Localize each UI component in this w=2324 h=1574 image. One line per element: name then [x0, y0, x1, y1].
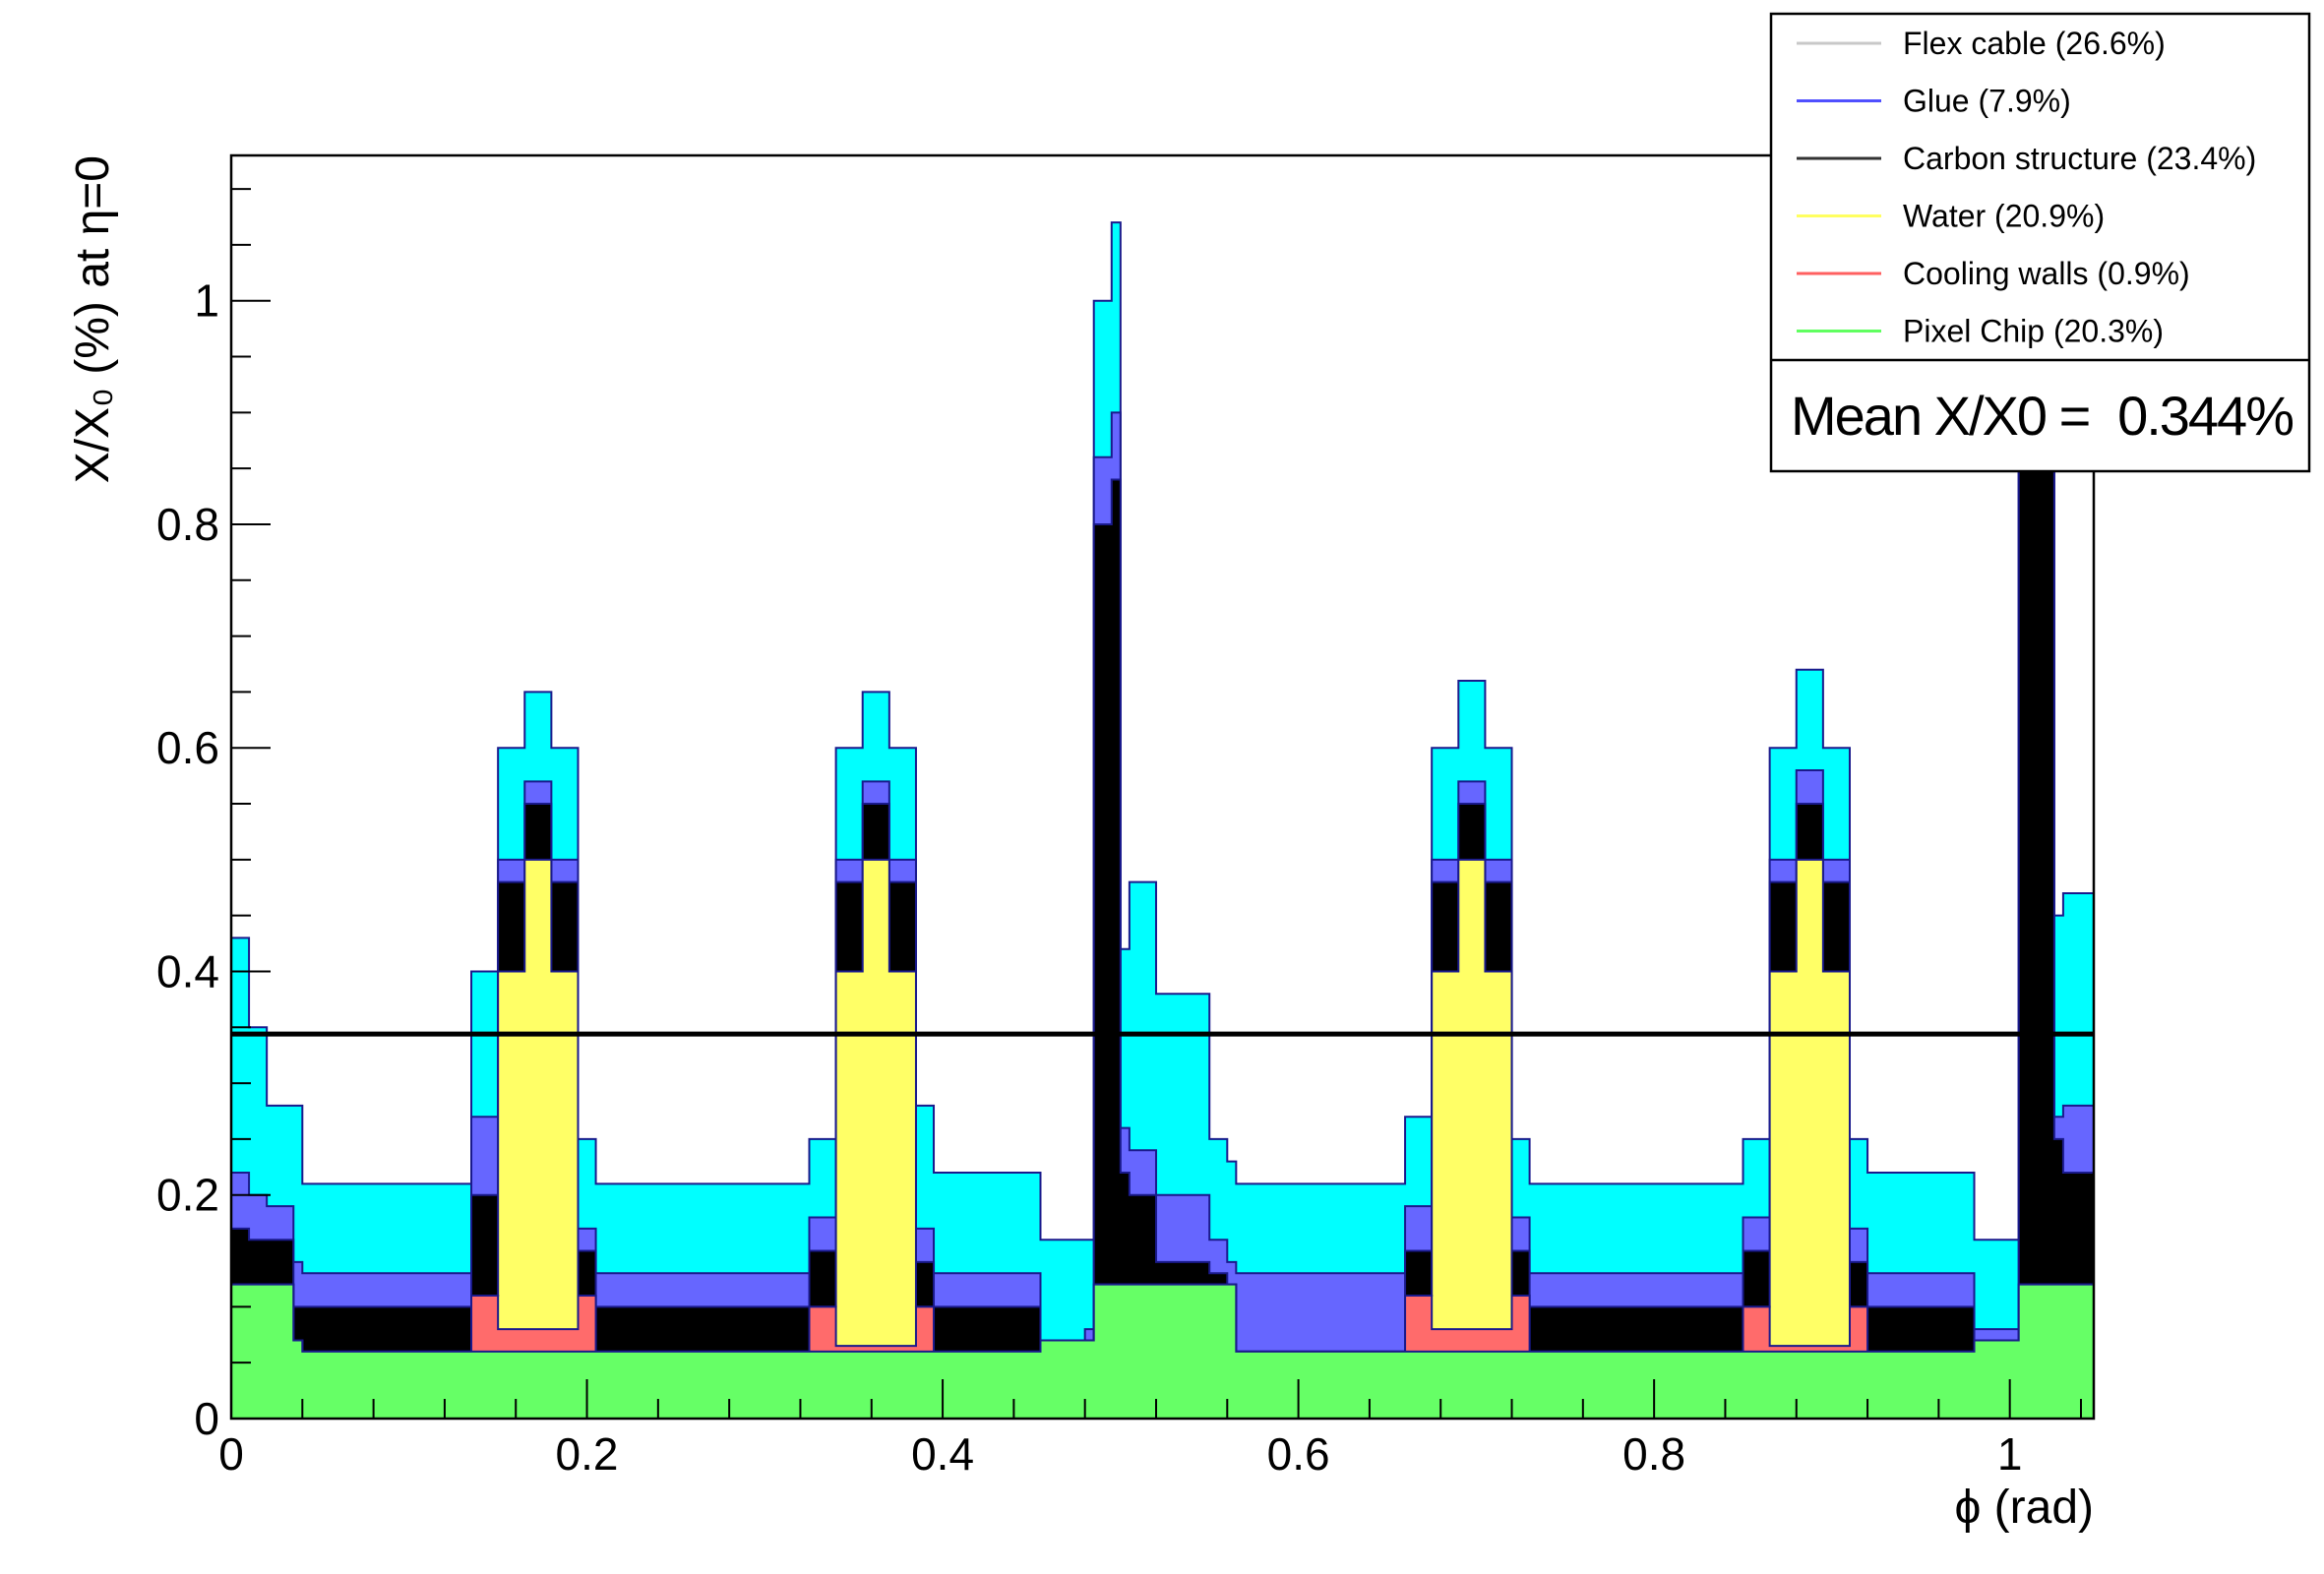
y-tick-label: 1: [194, 275, 219, 327]
legend-box: [1769, 12, 2311, 473]
legend-entry-label: Glue (7.9%): [1903, 84, 2071, 119]
y-tick-label: 0.4: [156, 945, 219, 997]
x-tick-label: 1: [1997, 1428, 2023, 1480]
x-tick-label: 0.4: [911, 1428, 974, 1480]
x-tick-label: 0: [218, 1428, 244, 1480]
y-axis-label: X/X₀ (%) at η=0: [67, 155, 119, 483]
y-axis: 0 0.2 0.4 0.6 0.8 1: [156, 188, 271, 1444]
x-tick-label: 0.2: [556, 1428, 619, 1480]
legend: Flex cable (26.6%) Glue (7.9%) Carbon stru…: [1769, 12, 2311, 473]
x-tick-label: 0.6: [1267, 1428, 1330, 1480]
y-tick-label: 0: [194, 1393, 219, 1444]
legend-entry-label: Cooling walls (0.9%): [1903, 256, 2190, 291]
x-axis: 0 0.2 0.4 0.6 0.8 1: [218, 1379, 2082, 1480]
legend-entry-label: Pixel Chip (20.3%): [1903, 314, 2164, 349]
y-tick-label: 0.2: [156, 1170, 219, 1221]
mean-label: Mean X/X0 =: [1791, 385, 2089, 447]
y-tick-label: 0.8: [156, 499, 219, 550]
legend-entry-label: Flex cable (26.6%): [1903, 26, 2166, 61]
y-tick-label: 0.6: [156, 722, 219, 773]
x-axis-label: ϕ (rad): [1954, 1482, 2094, 1534]
x-tick-label: 0.8: [1622, 1428, 1685, 1480]
pixel-chip-area: [230, 1283, 2095, 1420]
stacked-area-layers: [230, 221, 2095, 1420]
mean-value: 0.344%: [2117, 385, 2293, 447]
legend-entry-label: Carbon structure (23.4%): [1903, 141, 2256, 176]
plot-frame: [229, 153, 2096, 1421]
legend-entry-label: Water (20.9%): [1903, 199, 2105, 234]
